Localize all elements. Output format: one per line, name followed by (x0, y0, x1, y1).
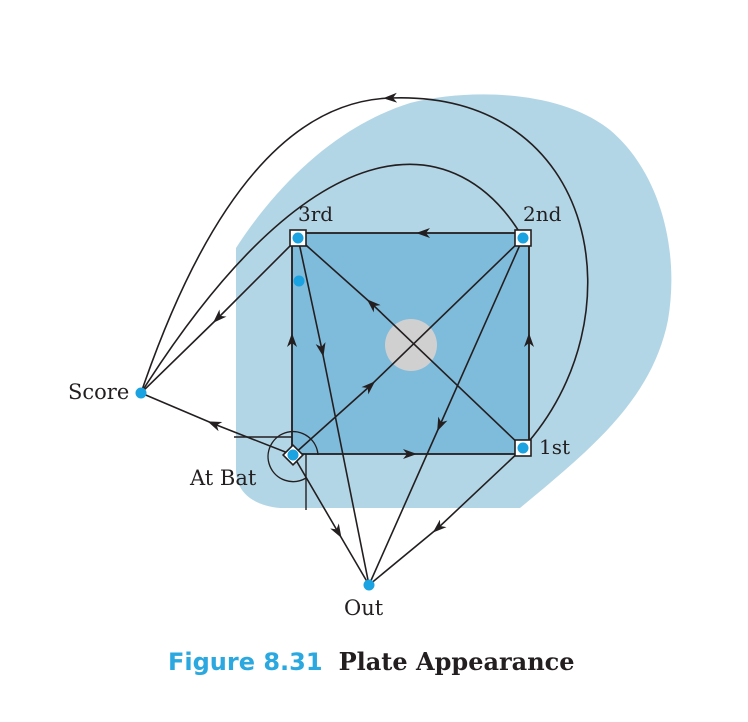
node-2nd (517, 232, 529, 244)
figure-number: Figure 8.31 (168, 648, 323, 676)
edge-1st-to-3rd (297, 237, 524, 449)
edge-3rd-to-score (140, 237, 299, 394)
label-3rd: 3rd (298, 202, 333, 226)
edge-3rd-to-out (297, 237, 370, 586)
label-2nd: 2nd (523, 202, 562, 226)
edge-2nd-to-out (368, 237, 524, 586)
home-plate-marks (234, 430, 319, 510)
label-1st: 1st (539, 435, 570, 459)
node-score (135, 387, 147, 399)
edge-1st-to-score (140, 92, 589, 449)
edges (140, 92, 589, 586)
edge-1st-to-out (368, 447, 524, 586)
label-at-bat: At Bat (189, 466, 257, 490)
label-out: Out (344, 596, 384, 620)
node-out (363, 579, 375, 591)
edge-atbat-to-2nd (292, 237, 524, 456)
node-3rd-runner (293, 275, 305, 287)
node-1st (517, 442, 529, 454)
label-score: Score (68, 380, 129, 404)
edge-atbat-to-score (140, 392, 294, 456)
node-3rd (292, 232, 304, 244)
nodes (135, 232, 529, 591)
figure-title: Plate Appearance (339, 647, 575, 676)
edge-atbat-to-out (292, 454, 370, 586)
figure-caption: Figure 8.31 Plate Appearance (168, 647, 575, 676)
edge-2nd-to-score (140, 163, 524, 394)
node-at-bat (287, 449, 299, 461)
